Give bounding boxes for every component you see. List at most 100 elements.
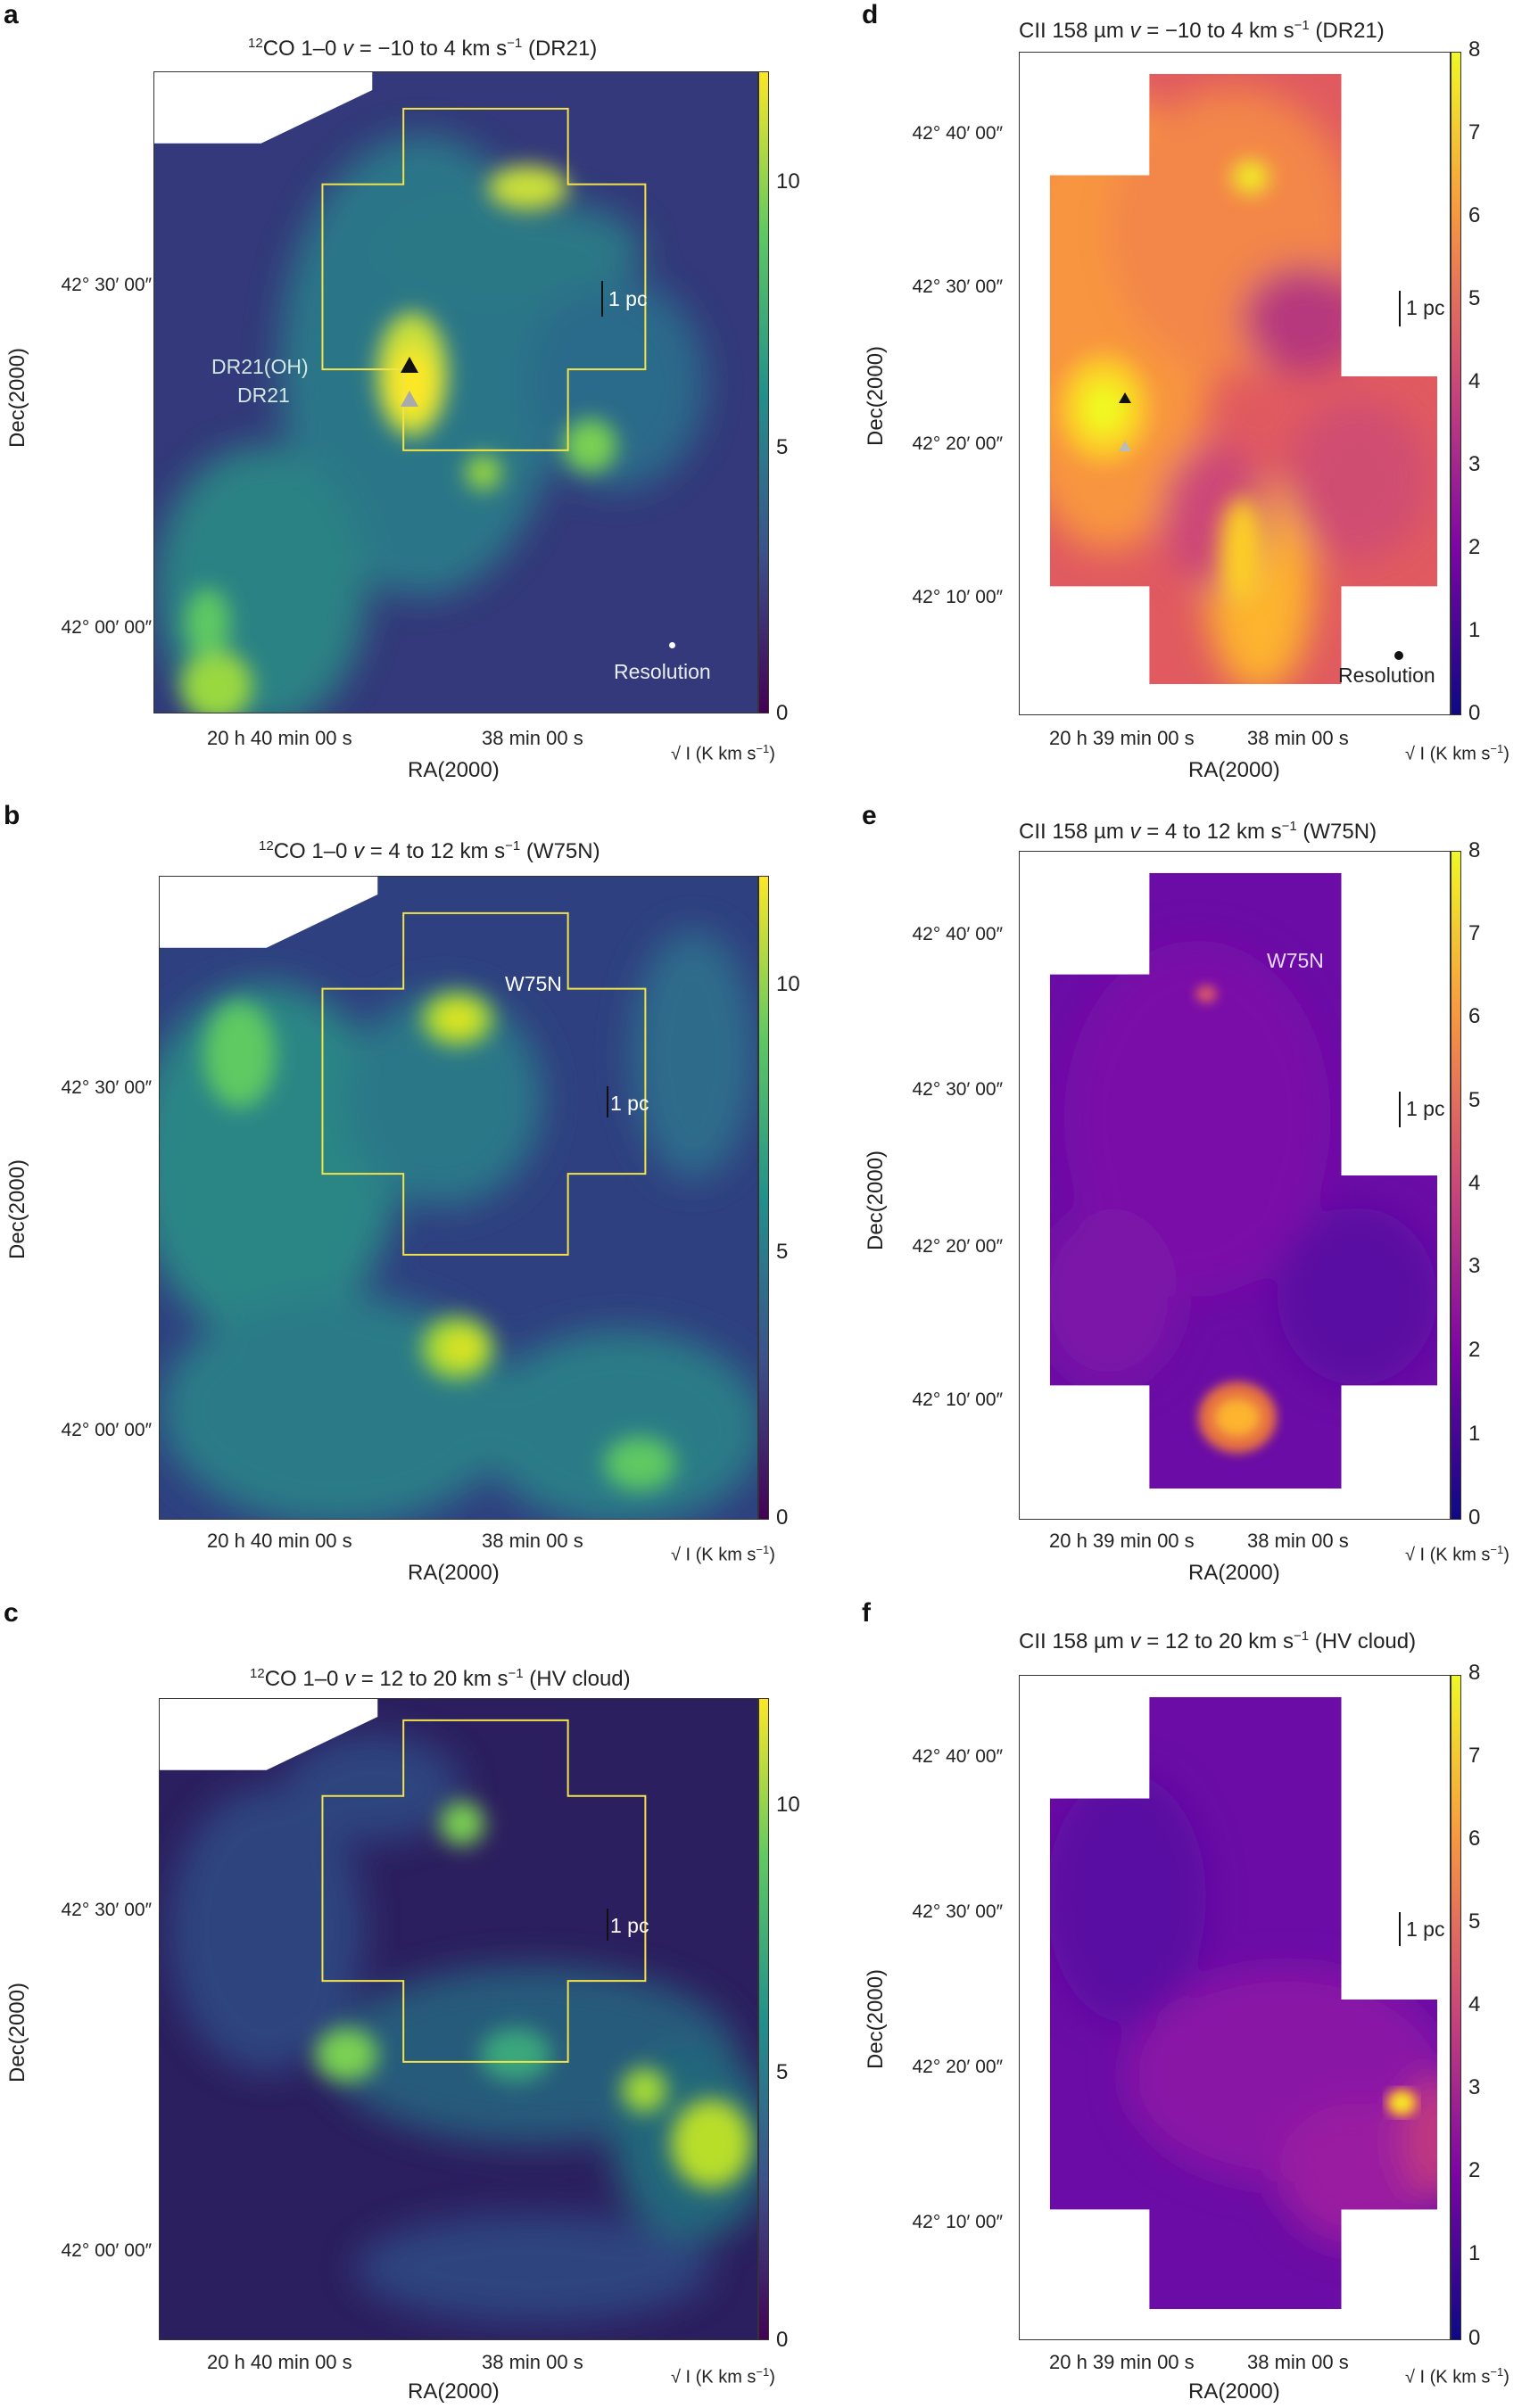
y-tick: 42° 40′ 00″ [912,924,1003,944]
scale-bar [601,281,603,317]
scale-bar [1399,1912,1401,1946]
co-map-image [159,876,758,1520]
y-axis-label: Dec(2000) [5,1159,29,1259]
x-tick: 38 min 00 s [482,1530,583,1552]
scale-bar-label: 1 pc [610,1914,649,1937]
cii-map-image [1019,1675,1451,2340]
x-axis-label: RA(2000) [408,758,500,782]
panel-title: 12CO 1–0 v = 12 to 20 km s−1 (HV cloud) [250,1666,631,1691]
colorbar-tick: 6 [1468,1827,1481,1851]
x-tick: 20 h 40 min 00 s [207,2351,352,2373]
y-tick: 42° 30′ 00″ [912,276,1003,297]
scale-bar [1399,1092,1401,1127]
resolution-beam-icon [669,642,675,648]
y-tick: 42° 30′ 00″ [61,275,152,295]
y-tick: 42° 00′ 00″ [61,1420,152,1440]
dr21oh-marker-icon [1119,392,1131,403]
x-axis-label: RA(2000) [1188,758,1280,782]
y-tick: 42° 10′ 00″ [912,2212,1003,2232]
colorbar-unit: √ I (K km s−1) [671,1543,775,1565]
colorbar-tick: 1 [1468,1422,1481,1446]
annotation-dr21oh: DR21(OH) [211,355,309,378]
colorbar-tick: 1 [1468,2241,1481,2265]
y-tick: 42° 10′ 00″ [912,1390,1003,1410]
dr21-marker-icon [1119,441,1131,451]
colorbar-tick: 6 [1468,203,1481,227]
x-tick: 38 min 00 s [482,727,583,749]
colorbar-tick: 10 [776,972,800,996]
colorbar [758,1698,769,2340]
colorbar-tick: 0 [1468,2326,1481,2350]
colorbar-tick: 10 [776,169,800,194]
y-axis-label: Dec(2000) [864,1968,888,2069]
panel-label: b [4,801,21,830]
colorbar-tick: 4 [1468,369,1481,393]
colorbar-tick: 5 [776,2060,789,2084]
co-map-image [159,1698,758,2340]
colorbar-tick: 8 [1468,37,1481,62]
panel-title: CII 158 µm v = 12 to 20 km s−1 (HV cloud… [1019,1629,1417,1653]
colorbar-tick: 5 [1468,1909,1481,1934]
x-tick: 38 min 00 s [1247,727,1349,749]
colorbar-tick: 0 [1468,701,1481,725]
panel-label: f [862,1598,871,1628]
colorbar-tick: 0 [1468,1505,1481,1530]
y-tick: 42° 20′ 00″ [912,1236,1003,1257]
colorbar-tick: 6 [1468,1004,1481,1028]
colorbar-tick: 2 [1468,535,1481,559]
panel-title: 12CO 1–0 v = 4 to 12 km s−1 (W75N) [259,838,600,863]
colorbar-tick: 5 [1468,1088,1481,1112]
y-tick: 42° 30′ 00″ [61,1900,152,1920]
scale-bar-label: 1 pc [1406,1917,1445,1941]
y-tick: 42° 30′ 00″ [912,1901,1003,1922]
panel-title: 12CO 1–0 v = −10 to 4 km s−1 (DR21) [248,36,598,61]
scale-bar [607,1909,608,1941]
x-tick: 38 min 00 s [1247,1530,1349,1552]
colorbar-tick: 2 [1468,1338,1481,1362]
x-tick: 38 min 00 s [1247,2351,1349,2373]
colorbar [758,876,769,1520]
colorbar-tick: 5 [776,435,789,459]
y-axis-label: Dec(2000) [5,1982,29,2082]
y-tick: 42° 30′ 00″ [912,1079,1003,1100]
x-tick: 20 h 39 min 00 s [1049,727,1195,749]
colorbar-tick: 3 [1468,1254,1481,1278]
colorbar-tick: 8 [1468,838,1481,862]
panel-label: c [4,1598,19,1628]
colorbar-tick: 4 [1468,1992,1481,2016]
colorbar-unit: √ I (K km s−1) [1405,1543,1509,1565]
x-axis-label: RA(2000) [1188,2379,1280,2404]
colorbar [758,71,769,713]
colorbar-tick: 7 [1468,120,1481,144]
x-axis-label: RA(2000) [408,1561,500,1585]
scale-bar-label: 1 pc [1406,1097,1445,1120]
colorbar [1451,52,1461,715]
x-tick: 20 h 40 min 00 s [207,1530,352,1552]
y-tick: 42° 40′ 00″ [912,1746,1003,1767]
annotation-w75n: W75N [505,972,562,995]
annotation-dr21: DR21 [237,383,290,407]
y-tick: 42° 20′ 00″ [912,433,1003,454]
colorbar-tick: 0 [776,1505,789,1530]
colorbar-tick: 3 [1468,452,1481,476]
colorbar-tick: 7 [1468,921,1481,945]
panel-label: d [862,0,879,29]
x-tick: 38 min 00 s [482,2351,583,2373]
y-tick: 42° 10′ 00″ [912,587,1003,607]
y-tick: 42° 00′ 00″ [61,617,152,638]
dr21-marker-icon [401,391,418,407]
y-axis-label: Dec(2000) [864,1150,888,1250]
scale-bar-label: 1 pc [1406,296,1445,319]
resolution-label: Resolution [1338,664,1435,687]
colorbar-tick: 5 [1468,286,1481,310]
cii-map-image [1019,851,1451,1520]
colorbar-tick: 10 [776,1793,800,1817]
y-tick: 42° 30′ 00″ [61,1077,152,1098]
cii-map-image [1019,52,1451,715]
y-axis-label: Dec(2000) [864,345,888,446]
colorbar-tick: 3 [1468,2075,1481,2099]
resolution-label: Resolution [614,660,711,683]
colorbar-tick: 5 [776,1240,789,1264]
panel-label: a [4,0,19,29]
colorbar-tick: 4 [1468,1171,1481,1195]
